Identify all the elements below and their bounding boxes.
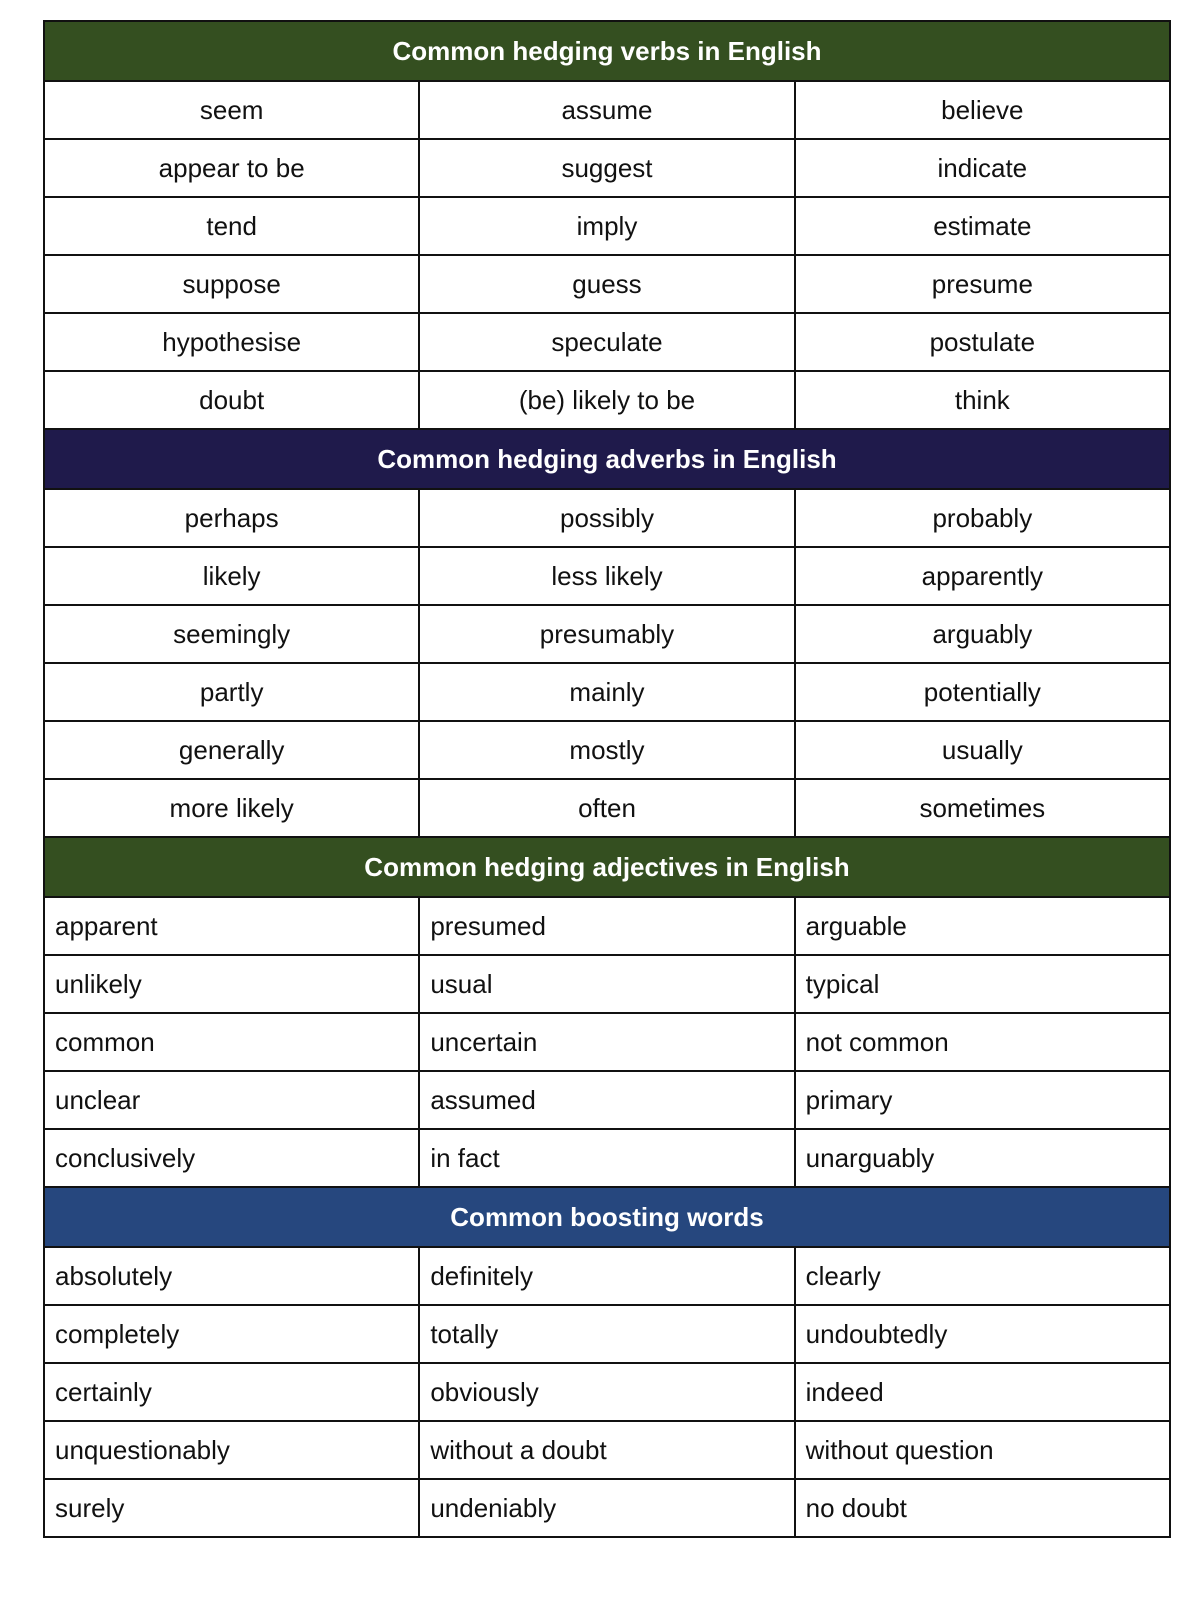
table-cell: totally [418, 1304, 796, 1364]
table-cell: more likely [42, 778, 421, 838]
table-row: seem assume believe [42, 80, 1172, 140]
table-row: certainly obviously indeed [42, 1362, 1172, 1422]
table-cell: completely [42, 1304, 421, 1364]
table-cell: postulate [793, 312, 1172, 372]
table-cell: indeed [793, 1362, 1172, 1422]
section-header-adverbs: Common hedging adverbs in English [43, 428, 1171, 490]
table-cell: without question [793, 1420, 1172, 1480]
table-cell: without a doubt [418, 1420, 796, 1480]
table-cell: partly [42, 662, 421, 722]
table-cell: undeniably [418, 1478, 796, 1538]
table-row: tend imply estimate [42, 196, 1172, 256]
table-row: apparent presumed arguable [42, 896, 1172, 956]
table-cell: conclusively [42, 1128, 421, 1188]
table-cell: surely [42, 1478, 421, 1538]
table-row: more likely often sometimes [42, 778, 1172, 838]
table-cell: doubt [42, 370, 421, 430]
table-cell: presume [793, 254, 1172, 314]
section-header-boosting: Common boosting words [43, 1186, 1171, 1248]
table-cell: seem [42, 80, 421, 140]
table-row: unclear assumed primary [42, 1070, 1172, 1130]
table-cell: mainly [418, 662, 796, 722]
section-title: Common hedging adjectives in English [43, 836, 1171, 898]
table-cell: suppose [42, 254, 421, 314]
table-cell: less likely [418, 546, 796, 606]
table-cell: tend [42, 196, 421, 256]
table-cell: suggest [418, 138, 796, 198]
table-cell: in fact [418, 1128, 796, 1188]
section-header-adjectives: Common hedging adjectives in English [43, 836, 1171, 898]
table-cell: probably [793, 488, 1172, 548]
table-cell: believe [793, 80, 1172, 140]
table-row: perhaps possibly probably [42, 488, 1172, 548]
table-cell: likely [42, 546, 421, 606]
table-cell: apparently [793, 546, 1172, 606]
table-cell: assumed [418, 1070, 796, 1130]
section-title: Common hedging adverbs in English [43, 428, 1171, 490]
table-cell: indicate [793, 138, 1172, 198]
table-cell: absolutely [42, 1246, 421, 1306]
table-cell: unarguably [793, 1128, 1172, 1188]
table-cell: possibly [418, 488, 796, 548]
table-cell: clearly [793, 1246, 1172, 1306]
table-row: unlikely usual typical [42, 954, 1172, 1014]
section-title: Common boosting words [43, 1186, 1171, 1248]
table-cell: unclear [42, 1070, 421, 1130]
table-cell: guess [418, 254, 796, 314]
table-cell: assume [418, 80, 796, 140]
table-cell: apparent [42, 896, 421, 956]
table-cell: usually [793, 720, 1172, 780]
table-row: surely undeniably no doubt [42, 1478, 1172, 1538]
table-row: hypothesise speculate postulate [42, 312, 1172, 372]
table-cell: unquestionably [42, 1420, 421, 1480]
table-row: unquestionably without a doubt without que… [42, 1420, 1172, 1480]
table-cell: certainly [42, 1362, 421, 1422]
table-cell: often [418, 778, 796, 838]
table-cell: common [42, 1012, 421, 1072]
table-row: completely totally undoubtedly [42, 1304, 1172, 1364]
table-cell: imply [418, 196, 796, 256]
table-row: likely less likely apparently [42, 546, 1172, 606]
table-cell: generally [42, 720, 421, 780]
table-cell: arguably [793, 604, 1172, 664]
table-cell: perhaps [42, 488, 421, 548]
table-row: absolutely definitely clearly [42, 1246, 1172, 1306]
table-row: seemingly presumably arguably [42, 604, 1172, 664]
table-cell: hypothesise [42, 312, 421, 372]
table-cell: presumably [418, 604, 796, 664]
section-header-verbs: Common hedging verbs in English [43, 20, 1171, 82]
hedging-words-table: Common hedging verbs in English seem assum… [42, 20, 1172, 1538]
table-cell: appear to be [42, 138, 421, 198]
table-cell: unlikely [42, 954, 421, 1014]
table-cell: think [793, 370, 1172, 430]
table-cell: mostly [418, 720, 796, 780]
table-row: conclusively in fact unarguably [42, 1128, 1172, 1188]
table-row: common uncertain not common [42, 1012, 1172, 1072]
table-cell: presumed [418, 896, 796, 956]
table-cell: undoubtedly [793, 1304, 1172, 1364]
table-row: doubt (be) likely to be think [42, 370, 1172, 430]
table-cell: typical [793, 954, 1172, 1014]
table-cell: usual [418, 954, 796, 1014]
table-row: suppose guess presume [42, 254, 1172, 314]
table-cell: speculate [418, 312, 796, 372]
table-cell: uncertain [418, 1012, 796, 1072]
table-cell: seemingly [42, 604, 421, 664]
table-cell: sometimes [793, 778, 1172, 838]
table-cell: obviously [418, 1362, 796, 1422]
table-cell: not common [793, 1012, 1172, 1072]
table-cell: no doubt [793, 1478, 1172, 1538]
table-row: partly mainly potentially [42, 662, 1172, 722]
table-cell: arguable [793, 896, 1172, 956]
table-cell: potentially [793, 662, 1172, 722]
table-row: generally mostly usually [42, 720, 1172, 780]
table-cell: (be) likely to be [418, 370, 796, 430]
table-row: appear to be suggest indicate [42, 138, 1172, 198]
table-cell: estimate [793, 196, 1172, 256]
section-title: Common hedging verbs in English [43, 20, 1171, 82]
table-cell: primary [793, 1070, 1172, 1130]
table-cell: definitely [418, 1246, 796, 1306]
